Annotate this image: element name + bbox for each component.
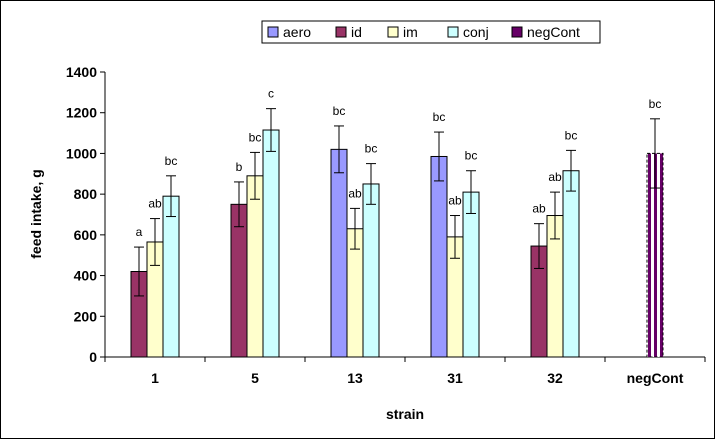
y-tick-label: 1000 xyxy=(66,145,97,161)
y-tick-label: 800 xyxy=(74,186,98,202)
y-axis-title: feed intake, g xyxy=(28,169,44,258)
x-tick-label: 1 xyxy=(151,370,159,386)
significance-label: bc xyxy=(165,154,178,168)
significance-label: ab xyxy=(532,202,546,216)
legend-swatch-conj xyxy=(447,26,459,38)
legend-swatch-id xyxy=(335,26,347,38)
bar-conj-32 xyxy=(562,170,580,358)
legend-label-negCont: negCont xyxy=(527,24,580,40)
legend-label-im: im xyxy=(403,24,418,40)
significance-label: ab xyxy=(548,170,562,184)
legend-swatch-im xyxy=(387,26,399,38)
bar-conj-13 xyxy=(362,183,380,358)
legend-label-aero: aero xyxy=(283,24,311,40)
significance-label: bc xyxy=(649,97,662,111)
bar-im-5 xyxy=(246,175,264,358)
bar-conj-5 xyxy=(262,129,280,358)
bar-id-5 xyxy=(230,203,248,358)
significance-label: ab xyxy=(148,197,162,211)
significance-label: bc xyxy=(465,149,478,163)
significance-label: ab xyxy=(348,186,362,200)
significance-label: bc xyxy=(333,104,346,118)
legend-swatch-negCont xyxy=(511,26,523,38)
bar-aero-13 xyxy=(330,148,348,358)
y-tick-label: 1400 xyxy=(66,64,97,80)
x-axis-title: strain xyxy=(386,406,424,422)
x-tick-label: 13 xyxy=(347,370,363,386)
legend-swatch-aero xyxy=(267,26,279,38)
significance-label: bc xyxy=(565,128,578,142)
significance-label: bc xyxy=(365,142,378,156)
significance-label: a xyxy=(136,225,143,239)
significance-label: bc xyxy=(249,130,262,144)
x-tick-label: 5 xyxy=(251,370,259,386)
bar-conj-1 xyxy=(162,195,180,358)
significance-label: b xyxy=(236,160,243,174)
y-tick-label: 200 xyxy=(74,308,98,324)
y-tick-label: 600 xyxy=(74,227,98,243)
y-tick-label: 1200 xyxy=(66,105,97,121)
significance-label: c xyxy=(268,87,274,101)
x-tick-label: 32 xyxy=(547,370,563,386)
significance-label: bc xyxy=(433,110,446,124)
legend-label-id: id xyxy=(351,24,362,40)
y-tick-label: 400 xyxy=(74,268,98,284)
legend-label-conj: conj xyxy=(463,24,489,40)
significance-label: ab xyxy=(448,194,462,208)
x-tick-label: negCont xyxy=(627,370,684,386)
axes: 0 200 400 600 800 1000 1200 1400 1 5 13 31 32 negCont xyxy=(66,64,706,386)
x-tick-label: 31 xyxy=(447,370,463,386)
legend: aero id im conj negCont xyxy=(261,20,601,44)
bar-conj-31 xyxy=(462,191,480,358)
bar-aero-31 xyxy=(430,155,448,358)
y-tick-label: 0 xyxy=(89,349,97,365)
